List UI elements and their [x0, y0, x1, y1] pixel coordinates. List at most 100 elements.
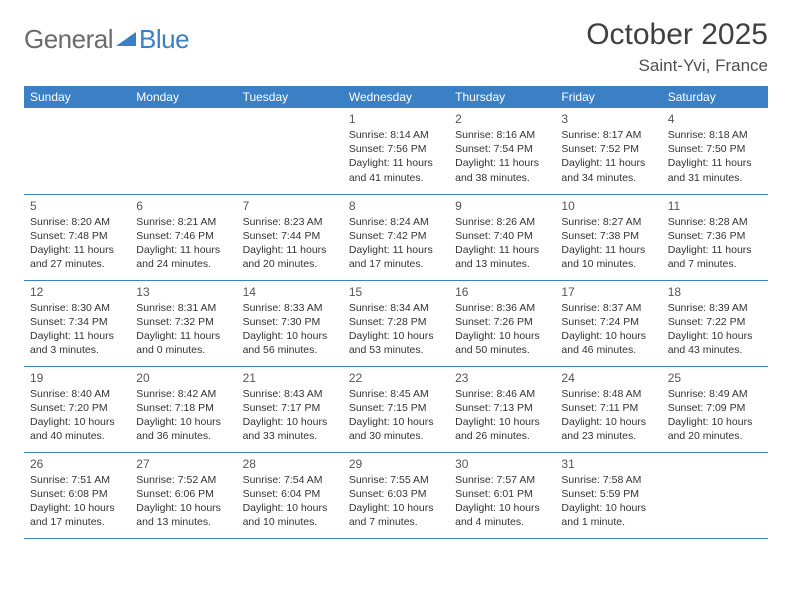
- calendar-day-cell: 3 Sunrise: 8:17 AMSunset: 7:52 PMDaylight…: [555, 108, 661, 194]
- day-details: Sunrise: 8:24 AMSunset: 7:42 PMDaylight:…: [349, 215, 443, 272]
- calendar-day-cell: 1 Sunrise: 8:14 AMSunset: 7:56 PMDaylight…: [343, 108, 449, 194]
- calendar-day-cell: 31Sunrise: 7:58 AMSunset: 5:59 PMDayligh…: [555, 452, 661, 538]
- day-number: 18: [668, 285, 762, 299]
- calendar-week-row: 19 Sunrise: 8:40 AMSunset: 7:20 PMDayligh…: [24, 366, 768, 452]
- day-number: 3: [561, 112, 655, 126]
- day-number: 28: [243, 457, 337, 471]
- calendar-day-cell: 19 Sunrise: 8:40 AMSunset: 7:20 PMDayligh…: [24, 366, 130, 452]
- day-details: Sunrise: 7:58 AMSunset: 5:59 PMDaylight:…: [561, 473, 655, 530]
- logo-text-blue: Blue: [139, 24, 189, 55]
- day-number: 13: [136, 285, 230, 299]
- day-details: Sunrise: 8:46 AMSunset: 7:13 PMDaylight:…: [455, 387, 549, 444]
- calendar-day-cell: 4Sunrise: 8:18 AMSunset: 7:50 PMDaylight…: [662, 108, 768, 194]
- day-details: Sunrise: 7:55 AMSunset: 6:03 PMDaylight:…: [349, 473, 443, 530]
- day-details: Sunrise: 8:26 AMSunset: 7:40 PMDaylight:…: [455, 215, 549, 272]
- day-number: 25: [668, 371, 762, 385]
- day-details: Sunrise: 8:45 AMSunset: 7:15 PMDaylight:…: [349, 387, 443, 444]
- calendar-day-cell: 24Sunrise: 8:48 AMSunset: 7:11 PMDayligh…: [555, 366, 661, 452]
- day-details: Sunrise: 8:42 AMSunset: 7:18 PMDaylight:…: [136, 387, 230, 444]
- day-details: Sunrise: 8:33 AMSunset: 7:30 PMDaylight:…: [243, 301, 337, 358]
- calendar-day-cell: 17 Sunrise: 8:37 AMSunset: 7:24 PMDayligh…: [555, 280, 661, 366]
- day-details: Sunrise: 8:28 AMSunset: 7:36 PMDaylight:…: [668, 215, 762, 272]
- day-number: 27: [136, 457, 230, 471]
- calendar-day-cell: 15 Sunrise: 8:34 AMSunset: 7:28 PMDayligh…: [343, 280, 449, 366]
- day-number: 11: [668, 199, 762, 213]
- calendar-day-cell: [662, 452, 768, 538]
- day-number: 8: [349, 199, 443, 213]
- weekday-header: Saturday: [662, 86, 768, 108]
- day-number: 15: [349, 285, 443, 299]
- day-number: 9: [455, 199, 549, 213]
- calendar-day-cell: 29 Sunrise: 7:55 AMSunset: 6:03 PMDayligh…: [343, 452, 449, 538]
- weekday-header: Friday: [555, 86, 661, 108]
- calendar-day-cell: 18 Sunrise: 8:39 AMSunset: 7:22 PMDayligh…: [662, 280, 768, 366]
- calendar-day-cell: 22Sunrise: 8:45 AMSunset: 7:15 PMDayligh…: [343, 366, 449, 452]
- calendar-day-cell: 27 Sunrise: 7:52 AMSunset: 6:06 PMDayligh…: [130, 452, 236, 538]
- calendar-table: SundayMondayTuesdayWednesdayThursdayFrid…: [24, 86, 768, 539]
- day-details: Sunrise: 8:37 AMSunset: 7:24 PMDaylight:…: [561, 301, 655, 358]
- calendar-week-row: 1 Sunrise: 8:14 AMSunset: 7:56 PMDaylight…: [24, 108, 768, 194]
- day-number: 23: [455, 371, 549, 385]
- day-number: 1: [349, 112, 443, 126]
- calendar-day-cell: [130, 108, 236, 194]
- day-number: 10: [561, 199, 655, 213]
- day-details: Sunrise: 8:34 AMSunset: 7:28 PMDaylight:…: [349, 301, 443, 358]
- day-details: Sunrise: 8:17 AMSunset: 7:52 PMDaylight:…: [561, 128, 655, 185]
- day-number: 29: [349, 457, 443, 471]
- calendar-week-row: 12Sunrise: 8:30 AMSunset: 7:34 PMDayligh…: [24, 280, 768, 366]
- calendar-day-cell: 7Sunrise: 8:23 AMSunset: 7:44 PMDaylight…: [237, 194, 343, 280]
- day-details: Sunrise: 8:20 AMSunset: 7:48 PMDaylight:…: [30, 215, 124, 272]
- day-number: 2: [455, 112, 549, 126]
- page-title: October 2025: [586, 18, 768, 52]
- day-details: Sunrise: 8:21 AMSunset: 7:46 PMDaylight:…: [136, 215, 230, 272]
- weekday-header: Tuesday: [237, 86, 343, 108]
- calendar-day-cell: 23 Sunrise: 8:46 AMSunset: 7:13 PMDayligh…: [449, 366, 555, 452]
- header-row: General Blue October 2025 Saint-Yvi, Fra…: [24, 18, 768, 76]
- day-details: Sunrise: 8:14 AMSunset: 7:56 PMDaylight:…: [349, 128, 443, 185]
- calendar-day-cell: 21Sunrise: 8:43 AMSunset: 7:17 PMDayligh…: [237, 366, 343, 452]
- day-details: Sunrise: 8:43 AMSunset: 7:17 PMDaylight:…: [243, 387, 337, 444]
- day-details: Sunrise: 8:27 AMSunset: 7:38 PMDaylight:…: [561, 215, 655, 272]
- calendar-day-cell: 13 Sunrise: 8:31 AMSunset: 7:32 PMDayligh…: [130, 280, 236, 366]
- day-number: 14: [243, 285, 337, 299]
- day-details: Sunrise: 8:36 AMSunset: 7:26 PMDaylight:…: [455, 301, 549, 358]
- calendar-week-row: 26Sunrise: 7:51 AMSunset: 6:08 PMDayligh…: [24, 452, 768, 538]
- calendar-day-cell: 20 Sunrise: 8:42 AMSunset: 7:18 PMDayligh…: [130, 366, 236, 452]
- day-details: Sunrise: 7:52 AMSunset: 6:06 PMDaylight:…: [136, 473, 230, 530]
- calendar-day-cell: 8 Sunrise: 8:24 AMSunset: 7:42 PMDaylight…: [343, 194, 449, 280]
- day-number: 20: [136, 371, 230, 385]
- day-number: 19: [30, 371, 124, 385]
- day-details: Sunrise: 8:39 AMSunset: 7:22 PMDaylight:…: [668, 301, 762, 358]
- day-details: Sunrise: 8:49 AMSunset: 7:09 PMDaylight:…: [668, 387, 762, 444]
- calendar-day-cell: 10 Sunrise: 8:27 AMSunset: 7:38 PMDayligh…: [555, 194, 661, 280]
- calendar-day-cell: 6 Sunrise: 8:21 AMSunset: 7:46 PMDaylight…: [130, 194, 236, 280]
- day-details: Sunrise: 8:31 AMSunset: 7:32 PMDaylight:…: [136, 301, 230, 358]
- calendar-day-cell: 5 Sunrise: 8:20 AMSunset: 7:48 PMDaylight…: [24, 194, 130, 280]
- day-number: 5: [30, 199, 124, 213]
- weekday-header: Wednesday: [343, 86, 449, 108]
- day-number: 17: [561, 285, 655, 299]
- location-label: Saint-Yvi, France: [586, 56, 768, 76]
- weekday-header: Monday: [130, 86, 236, 108]
- logo: General Blue: [24, 24, 189, 55]
- calendar-day-cell: 28 Sunrise: 7:54 AMSunset: 6:04 PMDayligh…: [237, 452, 343, 538]
- calendar-body: 1 Sunrise: 8:14 AMSunset: 7:56 PMDaylight…: [24, 108, 768, 538]
- weekday-row: SundayMondayTuesdayWednesdayThursdayFrid…: [24, 86, 768, 108]
- calendar-day-cell: [237, 108, 343, 194]
- day-details: Sunrise: 8:40 AMSunset: 7:20 PMDaylight:…: [30, 387, 124, 444]
- day-number: 16: [455, 285, 549, 299]
- calendar-head: SundayMondayTuesdayWednesdayThursdayFrid…: [24, 86, 768, 108]
- logo-triangle-icon: [116, 30, 136, 50]
- calendar-day-cell: 16 Sunrise: 8:36 AMSunset: 7:26 PMDayligh…: [449, 280, 555, 366]
- day-number: 6: [136, 199, 230, 213]
- day-details: Sunrise: 8:30 AMSunset: 7:34 PMDaylight:…: [30, 301, 124, 358]
- day-details: Sunrise: 8:18 AMSunset: 7:50 PMDaylight:…: [668, 128, 762, 185]
- calendar-day-cell: 9 Sunrise: 8:26 AMSunset: 7:40 PMDaylight…: [449, 194, 555, 280]
- calendar-day-cell: [24, 108, 130, 194]
- day-details: Sunrise: 7:54 AMSunset: 6:04 PMDaylight:…: [243, 473, 337, 530]
- day-details: Sunrise: 8:48 AMSunset: 7:11 PMDaylight:…: [561, 387, 655, 444]
- title-block: October 2025 Saint-Yvi, France: [586, 18, 768, 76]
- day-number: 7: [243, 199, 337, 213]
- calendar-day-cell: 12Sunrise: 8:30 AMSunset: 7:34 PMDayligh…: [24, 280, 130, 366]
- calendar-day-cell: 11 Sunrise: 8:28 AMSunset: 7:36 PMDayligh…: [662, 194, 768, 280]
